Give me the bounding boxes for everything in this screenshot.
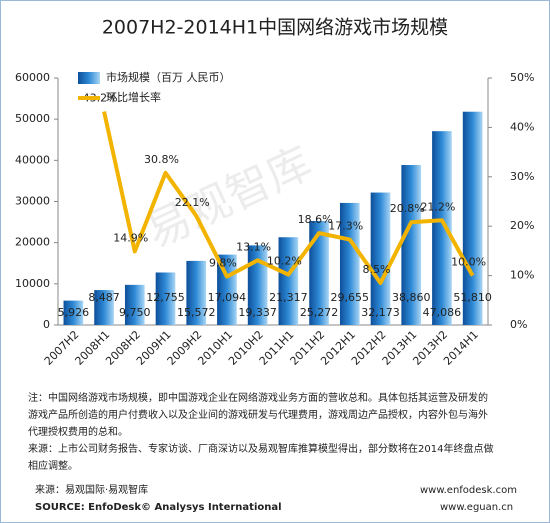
bar [462, 111, 483, 325]
bar-value-label: 32,173 [361, 306, 400, 319]
chart-title: 2007H2-2014H1中国网络游戏市场规模 [102, 17, 448, 39]
bar [401, 165, 422, 325]
y2-tick-label: 40% [510, 120, 534, 133]
bar-value-label: 21,317 [269, 291, 308, 304]
y2-tick-label: 50% [510, 71, 534, 84]
note-line: 来源：上市公司财务报告、专家访谈、厂商深访以及易观智库推算模型得出，部分数将在2… [28, 442, 493, 455]
bar-value-label: 47,086 [423, 306, 462, 319]
source-en: SOURCE: EnfoDesk© Analysys International [35, 502, 282, 513]
y-tick-label: 50000 [15, 112, 50, 125]
bar-value-label: 15,572 [177, 306, 216, 319]
bar [124, 284, 145, 325]
notes: 注：中国网络游戏市场规模，即中国游戏企业在网络游戏业务方面的营收总和。具体包括其… [28, 391, 493, 472]
y2-tick-label: 0% [510, 318, 527, 331]
line-value-label: 17.3% [328, 220, 363, 233]
legend-label: 环比增长率 [106, 90, 161, 104]
y2-tick-label: 30% [510, 170, 534, 183]
site: www.eguan.cn [440, 502, 513, 513]
line-value-label: 21.2% [420, 200, 455, 213]
bar-value-label: 29,655 [331, 291, 370, 304]
line-value-label: 13.1% [236, 240, 271, 253]
bar [94, 290, 114, 325]
line-value-label: 10.2% [267, 255, 302, 268]
bar [63, 300, 84, 325]
bar-value-label: 5,926 [58, 306, 90, 319]
line-value-label: 18.6% [298, 213, 333, 226]
y-tick-label: 30000 [15, 195, 50, 208]
y-tick-label: 20000 [15, 236, 50, 249]
line-value-label: 43.2% [83, 92, 118, 105]
bar-value-label: 8,487 [88, 291, 120, 304]
note-line: 游戏产品所创造的用户付费收入以及企业间的游戏研发与代理费用，游戏周边产品授权，内… [28, 408, 488, 421]
line [102, 111, 475, 286]
bar-value-label: 51,810 [453, 291, 492, 304]
note-line: 注：中国网络游戏市场规模，即中国游戏企业在网络游戏业务方面的营收总和。具体包括其… [28, 391, 488, 404]
site: www.enfodesk.com [420, 485, 517, 496]
source: 来源：易观国际·易观智库 [35, 483, 148, 496]
bar [309, 220, 329, 325]
note-line: 代理授权费用的总和。 [28, 425, 128, 438]
y-tick-label: 0 [43, 318, 50, 331]
legend-label: 市场规模（百万 人民币） [106, 70, 231, 84]
line-value-label: 22.1% [175, 196, 210, 209]
y2-tick-label: 20% [510, 219, 534, 232]
bar-value-label: 38,860 [392, 291, 431, 304]
line-value-label: 9.8% [209, 257, 237, 270]
bar-value-label: 19,337 [238, 306, 277, 319]
line-value-label: 20.8% [390, 202, 425, 215]
bar [155, 272, 176, 325]
line-value-label: 8.5% [363, 263, 391, 276]
y2-tick-label: 10% [510, 269, 534, 282]
bar-value-label: 25,272 [300, 306, 339, 319]
note-line: 相应调整。 [28, 459, 78, 472]
bar [278, 237, 299, 325]
bar-value-label: 9,750 [119, 306, 151, 319]
y-tick-label: 10000 [15, 277, 50, 290]
bar [339, 202, 360, 325]
line-value-label: 10.0% [451, 256, 486, 269]
bar [186, 260, 207, 325]
bar [370, 192, 391, 325]
bar-value-label: 17,094 [208, 291, 247, 304]
line-value-label: 14.9% [113, 231, 148, 244]
bar [432, 131, 452, 325]
bar [247, 245, 268, 325]
y-tick-label: 40000 [15, 153, 50, 166]
line-value-label: 30.8% [144, 153, 179, 166]
y-tick-label: 60000 [15, 71, 50, 84]
bar-value-label: 12,755 [146, 291, 185, 304]
legend-swatch [78, 72, 100, 84]
